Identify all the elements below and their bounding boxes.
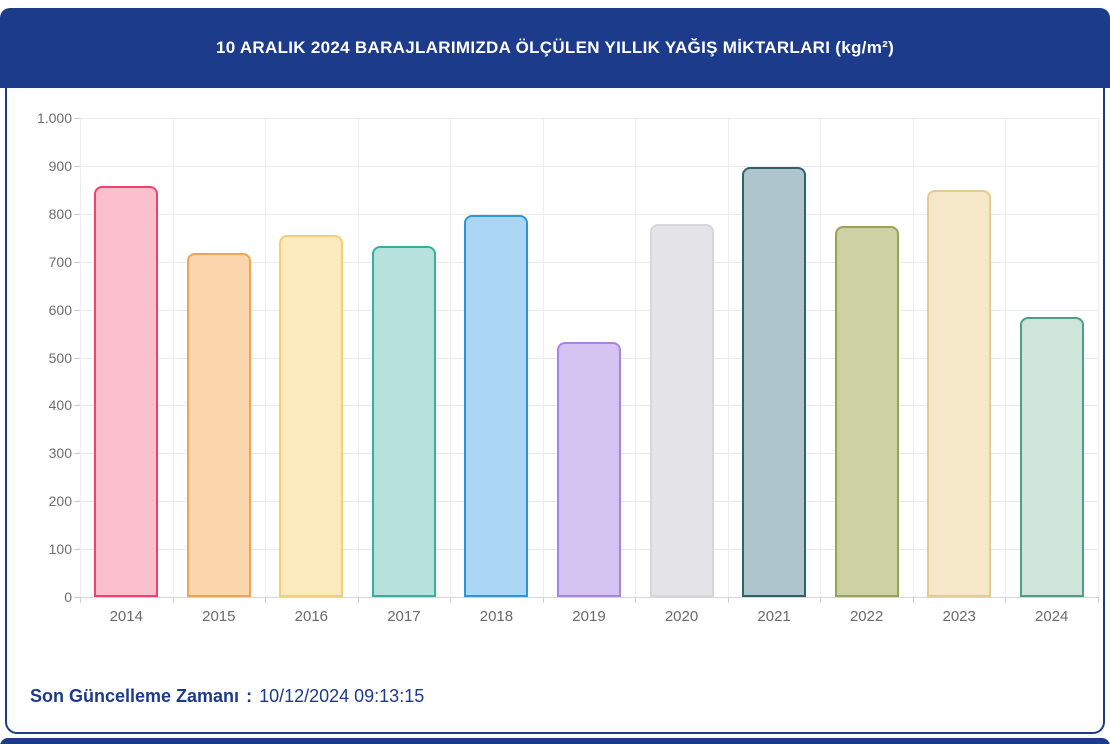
axis-tick [74, 309, 80, 311]
last-update-timestamp: 10/12/2024 09:13:15 [259, 686, 425, 706]
axis-tick [74, 597, 80, 598]
x-axis-labels: 2014 2015 2016 2017 2018 2019 2020 2021 2022 2023… [80, 608, 1098, 632]
x-tick-label: 2019 [572, 608, 606, 625]
y-tick-label: 100 [48, 541, 72, 558]
x-tick-label: 2021 [757, 608, 791, 625]
y-tick-label: 200 [48, 493, 72, 510]
gridline-vertical [450, 118, 452, 597]
y-tick-label: 400 [48, 397, 72, 414]
gridline-vertical [542, 118, 544, 597]
axis-tick [635, 597, 637, 603]
y-tick-label: 500 [48, 349, 72, 366]
bottom-navy-strip [0, 738, 1110, 744]
x-tick-label: 2014 [109, 608, 143, 625]
gridline-vertical [1005, 118, 1007, 597]
y-tick-label: 0 [64, 589, 72, 605]
axis-tick [1005, 597, 1007, 603]
header-bar: 10 ARALIK 2024 BARAJLARIMIZDA ÖLÇÜLEN YI… [0, 8, 1110, 88]
y-tick-label: 300 [48, 445, 72, 462]
axis-tick [74, 165, 80, 167]
bar-2020[interactable] [649, 224, 714, 597]
last-update-label: Son Güncelleme Zamanı [30, 686, 240, 706]
gridline-horizontal [80, 213, 1098, 215]
x-tick-label: 2023 [942, 608, 976, 625]
bar-2019[interactable] [557, 342, 621, 597]
gridline-horizontal [80, 597, 1098, 598]
y-tick-label: 700 [48, 253, 72, 270]
gridline-vertical [820, 118, 822, 597]
axis-tick [1098, 597, 1099, 603]
x-tick-label: 2022 [849, 608, 884, 625]
chart-title: 10 ARALIK 2024 BARAJLARIMIZDA ÖLÇÜLEN YI… [215, 38, 895, 57]
gridline-vertical [912, 118, 914, 597]
gridline-horizontal [80, 165, 1098, 167]
bar-2014[interactable] [94, 186, 159, 597]
bar-2024[interactable] [1019, 316, 1084, 597]
bar-2017[interactable] [371, 245, 436, 597]
axis-tick [74, 549, 80, 551]
x-tick-label: 2020 [664, 608, 699, 625]
gridline-vertical [635, 118, 637, 597]
axis-tick [80, 597, 81, 603]
x-tick-label: 2016 [294, 608, 329, 625]
y-tick-label: 600 [48, 301, 72, 318]
axis-tick [74, 501, 80, 503]
axis-tick [74, 357, 80, 359]
bar-2023[interactable] [927, 189, 992, 597]
last-update: Son Güncelleme Zamanı : 10/12/2024 09:13… [30, 686, 424, 707]
gridline-vertical [1098, 118, 1099, 597]
axis-tick [727, 597, 729, 603]
axis-tick [172, 597, 174, 603]
x-tick-label: 2017 [387, 608, 421, 625]
y-tick-label: 900 [48, 157, 72, 174]
x-tick-label: 2015 [202, 608, 236, 625]
y-tick-label: 1.000 [36, 110, 72, 126]
gridline-vertical [80, 118, 81, 597]
axis-tick [74, 261, 80, 263]
bar-2016[interactable] [279, 234, 344, 597]
gridline-vertical [357, 118, 359, 597]
bar-2022[interactable] [834, 226, 899, 597]
axis-tick [74, 405, 80, 407]
axis-tick [357, 597, 359, 603]
last-update-separator: : [246, 686, 253, 706]
plot-area [80, 118, 1099, 598]
gridline-horizontal [80, 309, 1098, 311]
axis-tick [74, 213, 80, 215]
gridline-vertical [265, 118, 267, 597]
bar-2015[interactable] [186, 253, 251, 597]
gridline-horizontal [80, 261, 1098, 263]
gridline-vertical [172, 118, 174, 597]
axis-tick [265, 597, 267, 603]
x-tick-label: 2018 [479, 608, 514, 625]
bar-2018[interactable] [464, 215, 529, 597]
axis-tick [820, 597, 822, 603]
gridline-vertical [727, 118, 729, 597]
bar-2021[interactable] [742, 166, 807, 597]
axis-tick [74, 453, 80, 455]
gridline-horizontal [80, 118, 1098, 119]
axis-tick [542, 597, 544, 603]
x-tick-label: 2024 [1035, 608, 1069, 625]
axis-tick [912, 597, 914, 603]
axis-tick [74, 118, 80, 119]
axis-tick [450, 597, 452, 603]
y-tick-label: 800 [48, 205, 72, 222]
